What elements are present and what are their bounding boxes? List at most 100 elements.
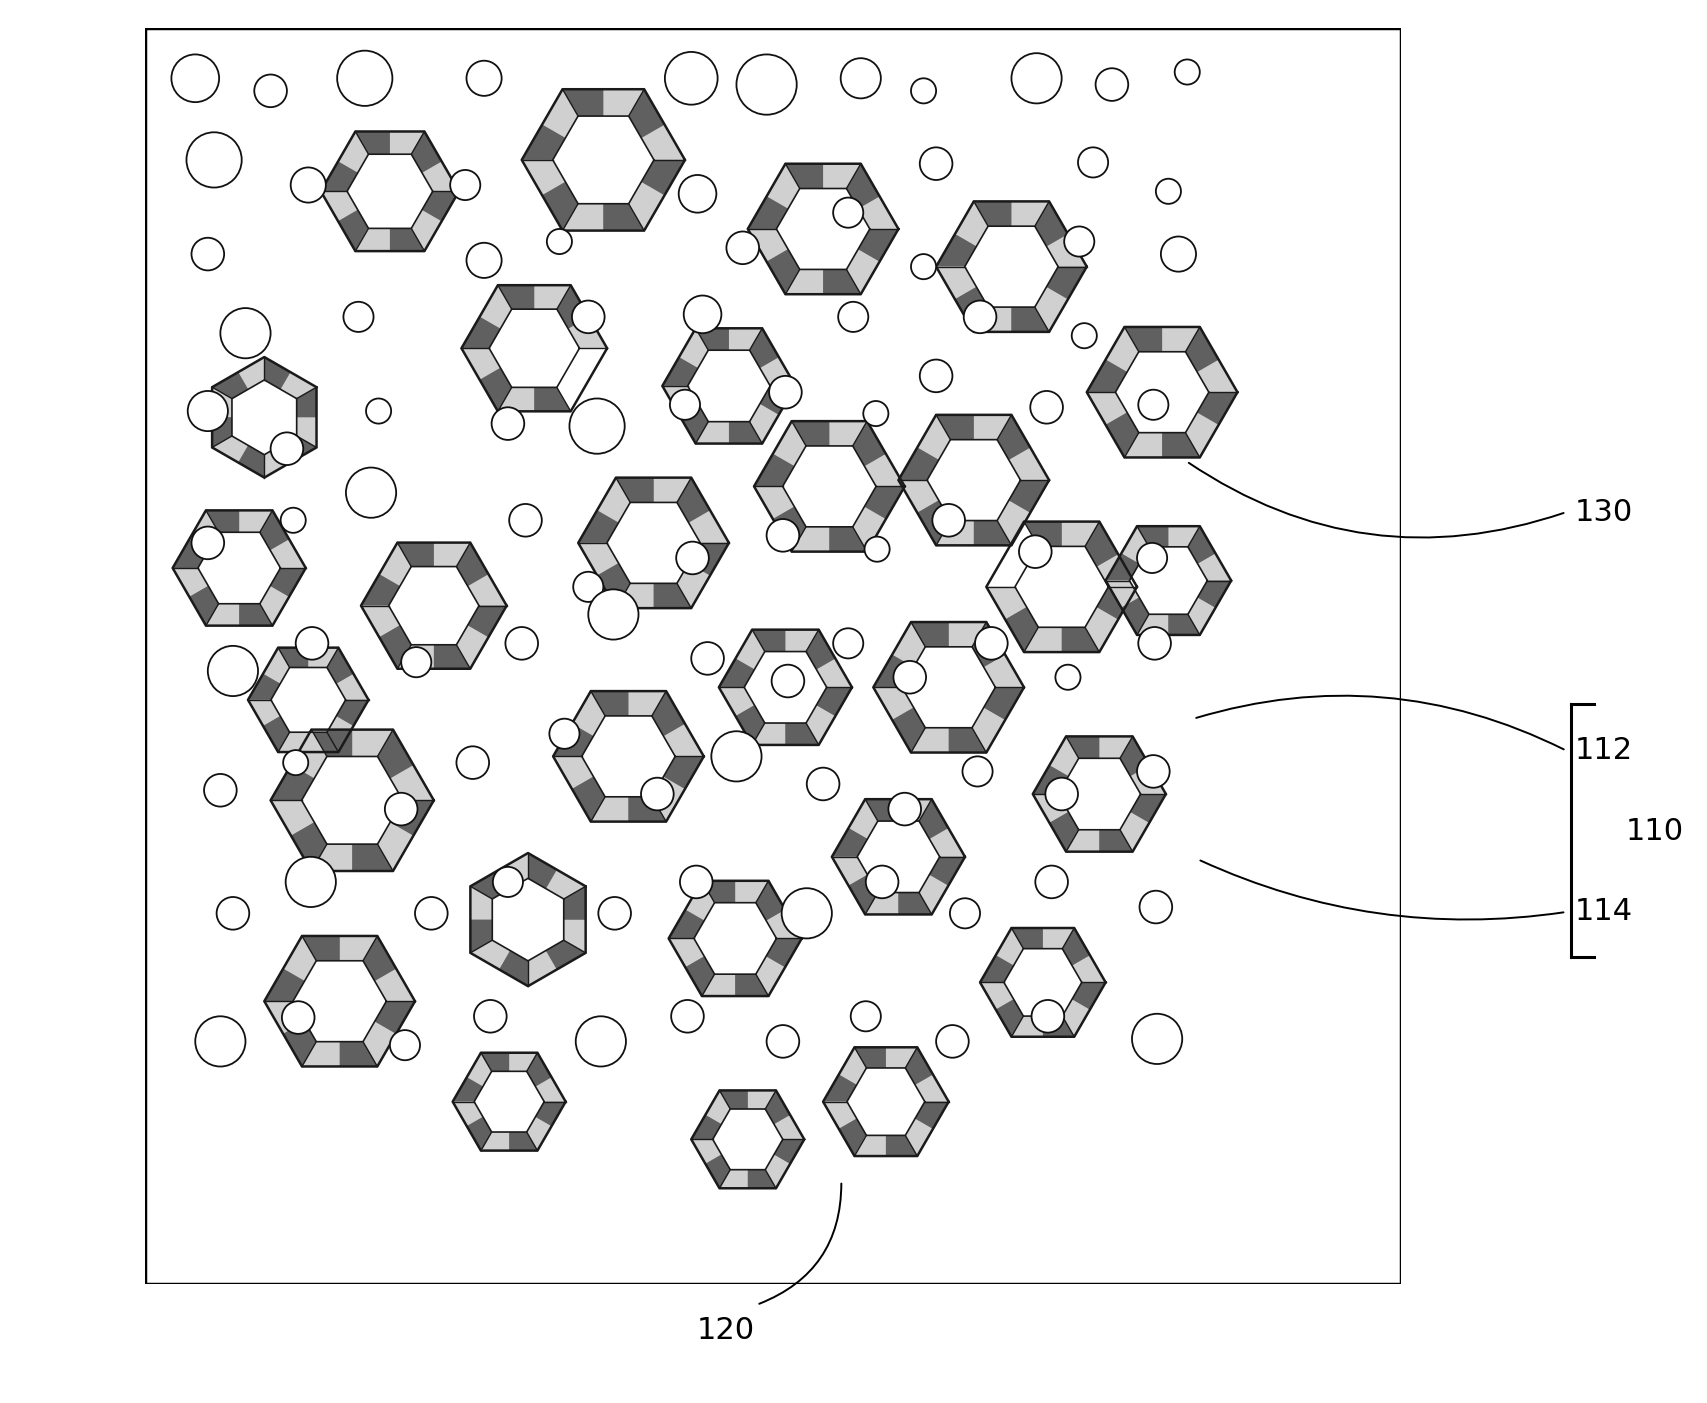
Polygon shape xyxy=(705,1090,731,1124)
Polygon shape xyxy=(910,728,985,752)
Polygon shape xyxy=(212,417,232,448)
Polygon shape xyxy=(662,358,698,386)
Polygon shape xyxy=(1062,982,1104,1037)
Polygon shape xyxy=(321,132,369,191)
Polygon shape xyxy=(398,645,434,669)
Polygon shape xyxy=(748,229,787,261)
Circle shape xyxy=(893,661,925,693)
Polygon shape xyxy=(734,974,768,996)
Polygon shape xyxy=(1062,999,1089,1037)
Polygon shape xyxy=(1137,615,1168,636)
Circle shape xyxy=(254,74,287,107)
Text: 130: 130 xyxy=(1574,498,1632,526)
Polygon shape xyxy=(616,584,691,607)
Polygon shape xyxy=(1043,1016,1074,1037)
Polygon shape xyxy=(468,574,507,606)
Polygon shape xyxy=(852,421,886,466)
Polygon shape xyxy=(1120,794,1166,852)
Circle shape xyxy=(850,1002,881,1031)
Polygon shape xyxy=(1115,352,1209,432)
Polygon shape xyxy=(1024,522,1062,546)
Polygon shape xyxy=(360,606,411,669)
Polygon shape xyxy=(278,648,307,668)
Text: 112: 112 xyxy=(1574,737,1632,765)
Polygon shape xyxy=(321,161,357,191)
Circle shape xyxy=(188,391,227,431)
Polygon shape xyxy=(915,1101,947,1129)
Polygon shape xyxy=(469,919,492,953)
Polygon shape xyxy=(910,728,947,752)
Polygon shape xyxy=(748,229,799,295)
Circle shape xyxy=(1137,390,1168,419)
Polygon shape xyxy=(239,603,273,626)
Polygon shape xyxy=(307,732,338,752)
Polygon shape xyxy=(772,421,806,466)
Polygon shape xyxy=(321,191,369,251)
Polygon shape xyxy=(497,387,570,411)
Polygon shape xyxy=(597,563,630,607)
Polygon shape xyxy=(302,936,340,961)
Polygon shape xyxy=(1034,202,1067,247)
Circle shape xyxy=(975,627,1007,659)
Polygon shape xyxy=(1197,359,1238,393)
Polygon shape xyxy=(831,800,877,857)
Polygon shape xyxy=(326,700,369,752)
Polygon shape xyxy=(1024,627,1062,652)
Polygon shape xyxy=(237,445,265,477)
Polygon shape xyxy=(553,116,654,203)
Polygon shape xyxy=(541,90,577,137)
Polygon shape xyxy=(971,622,1024,687)
Polygon shape xyxy=(1084,607,1118,652)
Polygon shape xyxy=(719,1090,748,1108)
Polygon shape xyxy=(753,421,806,487)
Polygon shape xyxy=(748,1170,775,1188)
Circle shape xyxy=(492,407,524,441)
Circle shape xyxy=(389,1030,420,1061)
Polygon shape xyxy=(307,648,338,668)
Polygon shape xyxy=(652,692,685,737)
Polygon shape xyxy=(527,853,586,899)
Polygon shape xyxy=(973,521,1011,546)
Polygon shape xyxy=(652,777,685,822)
Circle shape xyxy=(1011,53,1062,104)
Circle shape xyxy=(1070,323,1096,348)
Polygon shape xyxy=(823,269,860,295)
Polygon shape xyxy=(734,881,768,902)
Polygon shape xyxy=(326,716,353,752)
Polygon shape xyxy=(340,936,377,961)
Polygon shape xyxy=(232,380,297,455)
Circle shape xyxy=(1077,147,1108,178)
Polygon shape xyxy=(259,586,288,626)
Polygon shape xyxy=(355,229,423,251)
Polygon shape xyxy=(691,1139,731,1188)
Polygon shape xyxy=(302,1041,340,1066)
Polygon shape xyxy=(857,229,898,261)
Polygon shape xyxy=(785,164,823,188)
Polygon shape xyxy=(172,568,218,626)
Polygon shape xyxy=(905,1118,932,1156)
Polygon shape xyxy=(1161,327,1198,352)
Circle shape xyxy=(270,432,304,464)
Polygon shape xyxy=(702,881,768,902)
Polygon shape xyxy=(816,687,852,716)
Polygon shape xyxy=(702,974,768,996)
Polygon shape xyxy=(452,1078,483,1101)
Polygon shape xyxy=(712,1108,782,1170)
Polygon shape xyxy=(302,756,403,845)
Polygon shape xyxy=(785,269,823,295)
Polygon shape xyxy=(1046,234,1086,267)
Polygon shape xyxy=(294,961,386,1041)
Polygon shape xyxy=(865,800,898,821)
Polygon shape xyxy=(691,1115,720,1139)
Polygon shape xyxy=(1011,202,1048,226)
Polygon shape xyxy=(321,191,357,222)
Circle shape xyxy=(838,302,867,333)
Polygon shape xyxy=(1096,586,1137,620)
Polygon shape xyxy=(480,285,512,328)
Polygon shape xyxy=(347,154,432,229)
Polygon shape xyxy=(360,574,399,606)
Polygon shape xyxy=(748,196,787,229)
Polygon shape xyxy=(985,586,1026,620)
Circle shape xyxy=(171,55,218,102)
Circle shape xyxy=(920,359,953,393)
